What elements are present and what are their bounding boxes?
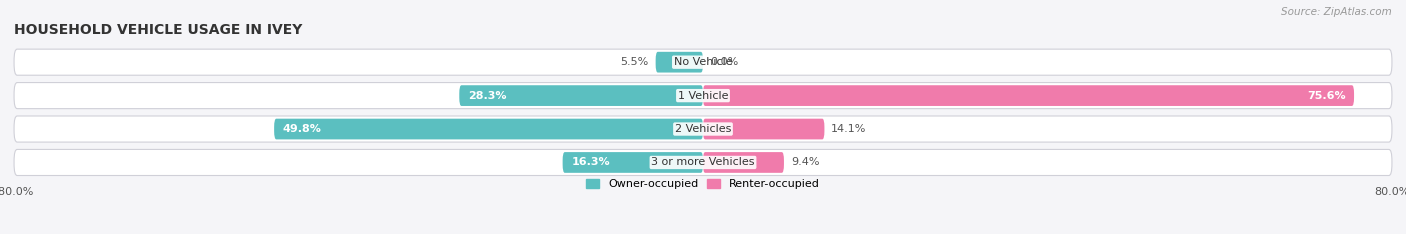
- Text: 28.3%: 28.3%: [468, 91, 506, 101]
- Text: No Vehicle: No Vehicle: [673, 57, 733, 67]
- FancyBboxPatch shape: [14, 116, 1392, 142]
- FancyBboxPatch shape: [562, 152, 703, 173]
- FancyBboxPatch shape: [14, 83, 1392, 109]
- Text: 49.8%: 49.8%: [283, 124, 322, 134]
- Text: 1 Vehicle: 1 Vehicle: [678, 91, 728, 101]
- Text: 2 Vehicles: 2 Vehicles: [675, 124, 731, 134]
- FancyBboxPatch shape: [274, 119, 703, 139]
- Text: 16.3%: 16.3%: [571, 157, 610, 168]
- Text: 5.5%: 5.5%: [620, 57, 648, 67]
- FancyBboxPatch shape: [460, 85, 703, 106]
- Text: Source: ZipAtlas.com: Source: ZipAtlas.com: [1281, 7, 1392, 17]
- Legend: Owner-occupied, Renter-occupied: Owner-occupied, Renter-occupied: [581, 175, 825, 194]
- FancyBboxPatch shape: [703, 152, 785, 173]
- FancyBboxPatch shape: [655, 52, 703, 73]
- FancyBboxPatch shape: [14, 150, 1392, 176]
- FancyBboxPatch shape: [703, 85, 1354, 106]
- Text: 9.4%: 9.4%: [790, 157, 820, 168]
- Text: 14.1%: 14.1%: [831, 124, 866, 134]
- Text: HOUSEHOLD VEHICLE USAGE IN IVEY: HOUSEHOLD VEHICLE USAGE IN IVEY: [14, 23, 302, 37]
- FancyBboxPatch shape: [703, 119, 824, 139]
- Text: 0.0%: 0.0%: [710, 57, 738, 67]
- FancyBboxPatch shape: [14, 49, 1392, 75]
- Text: 3 or more Vehicles: 3 or more Vehicles: [651, 157, 755, 168]
- Text: 75.6%: 75.6%: [1306, 91, 1346, 101]
